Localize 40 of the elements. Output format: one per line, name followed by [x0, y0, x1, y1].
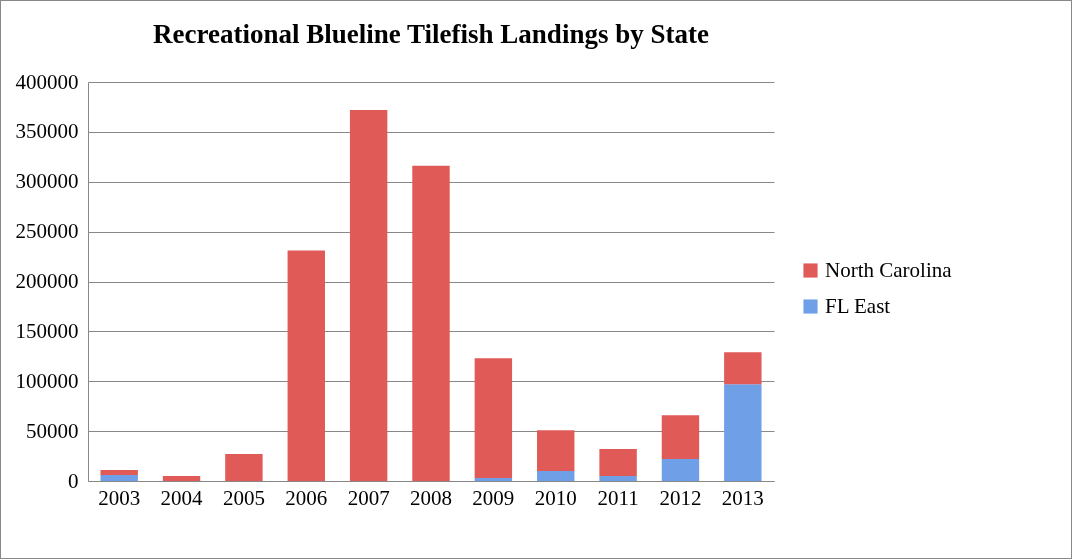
- x-tick-label: 2012: [659, 485, 702, 510]
- bar: [724, 352, 762, 385]
- y-tick-label: 50000: [26, 418, 79, 443]
- x-tick-label: 2005: [222, 485, 265, 510]
- bar: [537, 430, 575, 472]
- legend-label: FL East: [825, 293, 891, 318]
- bar: [162, 476, 201, 481]
- y-tick-label: 250000: [15, 219, 79, 244]
- x-tick-label: 2008: [410, 485, 452, 510]
- x-tick-label: 2011: [597, 485, 639, 510]
- bar: [724, 384, 762, 481]
- y-tick-label: 300000: [15, 169, 79, 194]
- bar: [287, 250, 325, 481]
- bar: [661, 459, 700, 481]
- x-tick-label: 2009: [472, 485, 515, 510]
- y-tick-label: 150000: [15, 318, 79, 343]
- x-tick-label: 2003: [98, 485, 141, 510]
- y-tick-label: 100000: [15, 368, 79, 393]
- bar: [349, 109, 388, 481]
- y-tick-label: 400000: [15, 69, 79, 94]
- bar: [474, 478, 513, 481]
- bar: [412, 165, 450, 481]
- x-tick-label: 2004: [160, 485, 204, 510]
- bar: [599, 476, 637, 481]
- bar: [537, 471, 575, 481]
- x-tick-label: 2013: [721, 485, 764, 510]
- bar: [661, 415, 700, 460]
- bar: [100, 475, 138, 481]
- bar: [599, 449, 637, 477]
- legend-label: North Carolina: [825, 257, 953, 282]
- x-tick-label: 2006: [285, 485, 328, 510]
- y-tick-label: 200000: [15, 269, 79, 293]
- y-tick-label: 350000: [15, 119, 79, 144]
- bar: [100, 470, 138, 476]
- y-tick-label: 0: [68, 468, 79, 493]
- bar: [225, 454, 263, 481]
- bar: [474, 358, 513, 479]
- x-tick-label: 2010: [534, 485, 577, 510]
- x-tick-label: 2007: [347, 485, 390, 510]
- chart-title: Recreational Blueline Tilefish Landings by State: [153, 19, 709, 49]
